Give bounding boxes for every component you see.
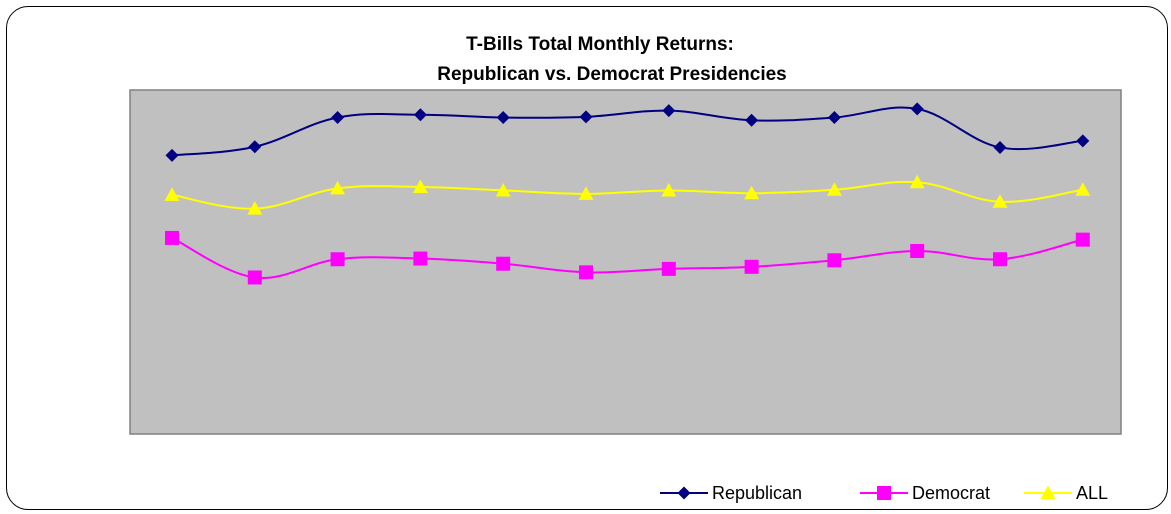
data-point-democrat-4	[413, 251, 428, 266]
plot-area	[129, 89, 1122, 435]
data-point-democrat-6	[579, 265, 593, 280]
series-line-republican	[171, 106, 1083, 157]
legend-label-all: ALL	[1076, 483, 1108, 503]
data-point-democrat-7	[661, 261, 676, 276]
legend-label-democrat: Democrat	[912, 483, 990, 503]
data-point-republican-6	[579, 110, 593, 124]
legend-label-republican: Republican	[712, 483, 802, 503]
data-point-republican-11	[993, 140, 1007, 154]
data-point-all-3	[330, 180, 346, 195]
data-point-democrat-9	[827, 253, 842, 268]
legend: Republican Democrat ALL	[660, 483, 1108, 503]
data-point-all-1	[164, 187, 180, 201]
data-point-democrat-5	[496, 256, 511, 271]
legend-item-republican: Republican	[660, 483, 802, 503]
data-point-republican-3	[331, 111, 345, 125]
data-point-all-5	[495, 182, 511, 197]
data-point-all-9	[826, 182, 842, 196]
chart-title-line2: Republican vs. Democrat Presidencies	[437, 64, 787, 85]
data-point-republican-10	[910, 102, 924, 116]
data-point-all-8	[744, 185, 760, 200]
data-point-all-11	[992, 194, 1008, 208]
data-point-republican-8	[745, 113, 759, 127]
data-point-all-10	[909, 174, 925, 189]
series-line-all	[171, 180, 1083, 210]
data-point-all-7	[661, 182, 677, 197]
data-point-republican-1	[165, 148, 179, 162]
data-point-all-4	[412, 179, 428, 194]
data-point-republican-7	[662, 104, 676, 118]
data-point-republican-5	[496, 111, 510, 125]
legend-item-all: ALL	[1024, 483, 1108, 503]
series-layer	[164, 102, 1091, 285]
data-point-democrat-10	[910, 243, 925, 258]
data-point-republican-12	[1076, 134, 1090, 148]
series-line-democrat	[171, 237, 1084, 279]
data-point-democrat-2	[247, 270, 262, 285]
data-point-republican-4	[413, 108, 427, 122]
series-democrat	[165, 230, 1090, 285]
series-all	[164, 174, 1091, 215]
legend-marker-republican	[677, 486, 691, 500]
legend-marker-democrat	[877, 486, 891, 500]
data-point-all-12	[1075, 182, 1091, 196]
data-point-democrat-3	[330, 252, 345, 267]
chart-title-line1: T-Bills Total Monthly Returns:	[466, 34, 734, 55]
data-point-democrat-8	[744, 259, 759, 274]
data-point-democrat-1	[165, 230, 179, 245]
data-point-republican-2	[248, 140, 262, 154]
legend-marker-all	[1040, 485, 1056, 499]
legend-item-democrat: Democrat	[860, 483, 990, 503]
data-point-democrat-12	[1075, 232, 1090, 247]
data-point-all-6	[578, 186, 594, 200]
data-point-all-2	[247, 201, 263, 215]
series-republican	[165, 102, 1090, 162]
data-point-republican-9	[827, 111, 841, 125]
data-point-democrat-11	[993, 252, 1007, 267]
